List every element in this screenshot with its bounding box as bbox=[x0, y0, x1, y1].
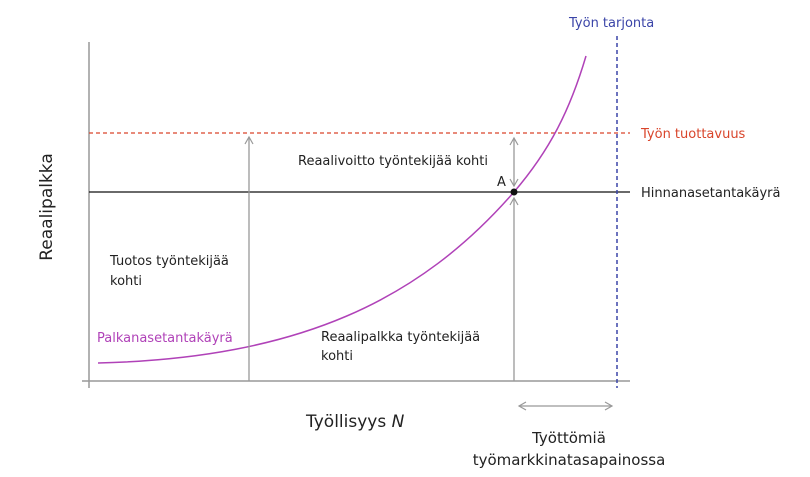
real-wage-label-1: Reaalipalkka työntekijää bbox=[321, 330, 480, 345]
labor-supply-label: Työn tarjonta bbox=[568, 16, 654, 31]
real-wage-label-2: kohti bbox=[321, 349, 353, 364]
labor-productivity-label: Työn tuottavuus bbox=[640, 127, 746, 142]
x-axis-variable: N bbox=[392, 412, 405, 432]
unemployed-label-1: Työttömiä bbox=[531, 429, 606, 447]
profit-per-worker-label: Reaalivoitto työntekijää kohti bbox=[298, 154, 488, 169]
output-per-worker-label-1: Tuotos työntekijää bbox=[109, 254, 229, 269]
equilibrium-point-a bbox=[510, 188, 518, 196]
price-setting-label: Hinnanasetantakäyrä bbox=[641, 186, 780, 201]
output-per-worker-label-2: kohti bbox=[110, 274, 142, 289]
unemployed-label-2: työmarkkinatasapainossa bbox=[473, 451, 666, 469]
y-axis-title: Reaalipalkka bbox=[37, 153, 57, 261]
wage-setting-curve bbox=[97, 55, 587, 364]
x-axis-title-prefix: Työllisyys bbox=[305, 412, 392, 432]
x-axis-title: Työllisyys N bbox=[305, 412, 405, 432]
point-a-label: A bbox=[497, 175, 506, 190]
wage-setting-label: Palkanasetantakäyrä bbox=[97, 331, 233, 346]
